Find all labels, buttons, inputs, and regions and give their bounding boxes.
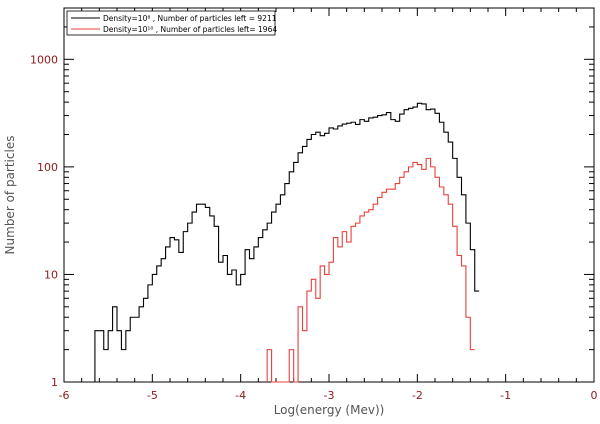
legend-label-density-1e8: Density=10⁸ , Number of particles left =… [103, 14, 277, 23]
y-tick-label: 100 [37, 161, 58, 174]
x-axis-title: Log(energy (Mev)) [274, 403, 385, 417]
y-tick-label: 1000 [30, 53, 58, 66]
x-tick-label: -1 [500, 389, 511, 402]
legend: Density=10⁸ , Number of particles left =… [66, 10, 277, 36]
y-tick-label: 10 [44, 268, 58, 281]
x-tick-label: 0 [591, 389, 598, 402]
x-tick-label: -6 [59, 389, 70, 402]
series-0-step-line [94, 102, 480, 382]
plot-frame [63, 7, 595, 383]
x-tick-label: -3 [324, 389, 335, 402]
x-tick-label: -4 [235, 389, 246, 402]
y-tick-labels: 1 10 100 1000 [30, 53, 58, 389]
y-tick-label: 1 [51, 376, 58, 389]
legend-label-density-1e10: Density=10¹⁰ , Number of particles left=… [103, 25, 277, 34]
x-tick-label: -5 [147, 389, 158, 402]
x-tick-labels: -6 -5 -4 -3 -2 -1 0 [59, 389, 598, 402]
axis-ticks [63, 7, 595, 383]
legend-box [66, 10, 276, 36]
x-tick-label: -2 [412, 389, 423, 402]
y-axis-title: Number of particles [3, 136, 17, 255]
series-1-step-line [266, 157, 475, 383]
series-layer [94, 102, 480, 383]
